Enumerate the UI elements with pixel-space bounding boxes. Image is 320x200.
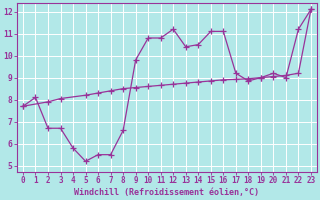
X-axis label: Windchill (Refroidissement éolien,°C): Windchill (Refroidissement éolien,°C) <box>75 188 260 197</box>
